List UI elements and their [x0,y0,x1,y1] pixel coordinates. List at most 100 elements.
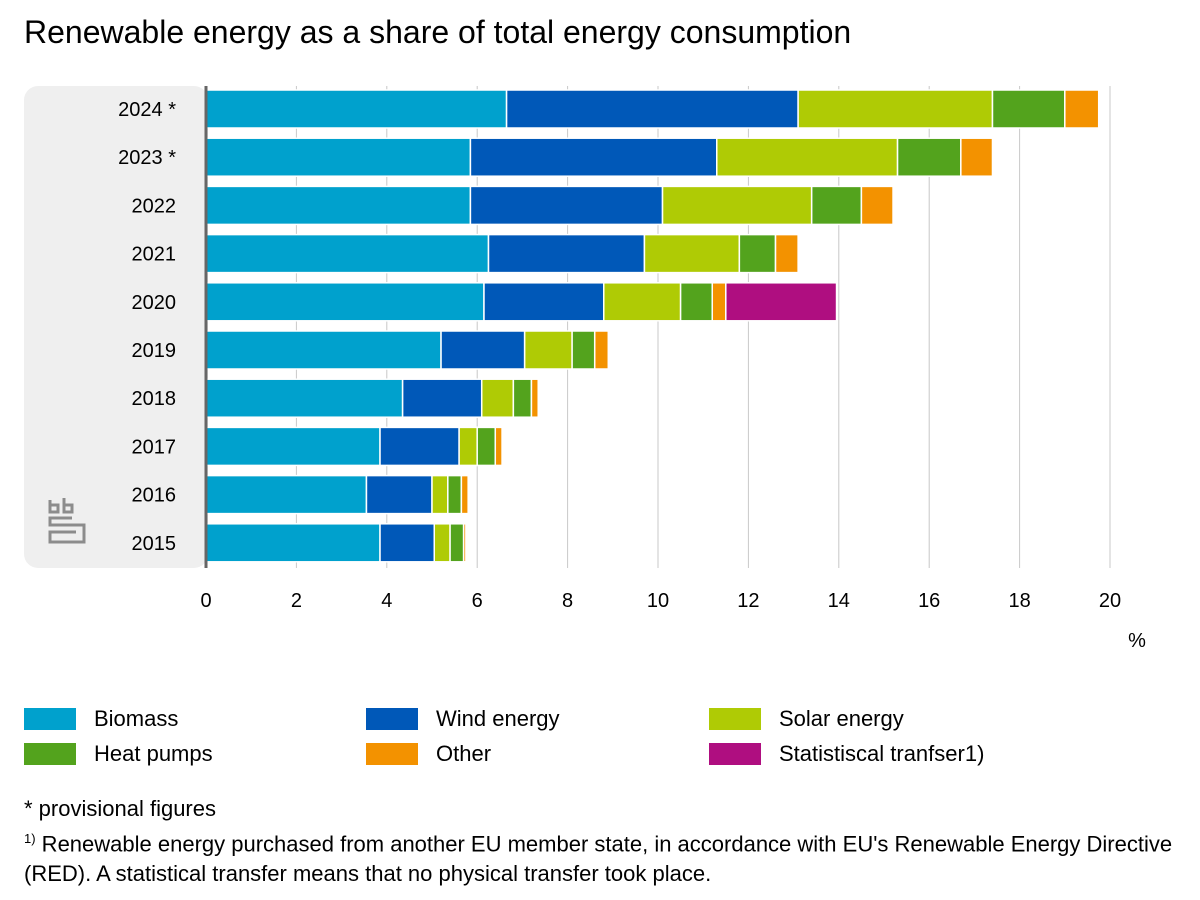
legend-label-wind-energy: Wind energy [436,706,560,731]
x-axis-title: % [1128,630,1146,652]
bar-segment [365,474,433,515]
legend-label-solar-energy: Solar energy [779,706,904,731]
legend-swatch-biomass [24,708,76,730]
x-tick-label: 18 [1008,590,1030,612]
bar-segment [571,330,596,370]
bar-segment [205,523,381,563]
y-category-label: 2015 [132,533,177,555]
y-category-label: 2023 * [118,147,176,169]
legend-swatch-heat-pumps [24,743,76,765]
x-tick-label: 8 [562,590,573,612]
bar-segment [205,330,442,370]
bar-segment [774,233,799,274]
x-tick-label: 4 [381,590,392,612]
bar-segment [603,282,682,322]
legend-item-wind-energy: Wind energy [366,706,560,732]
legend-swatch-wind-energy [366,708,418,730]
y-category-label: 2018 [132,388,177,410]
chart-area: 2024 *2023 *2022202120202019201820172016… [24,86,1146,652]
bar-segment [449,523,465,563]
statistical-transfer-note: 1) Renewable energy purchased from anoth… [24,824,1184,889]
legend-label-statistical-transfer: Statistiscal tranfser1) [779,741,985,766]
y-category-label: 2021 [132,244,177,266]
x-tick-label: 12 [737,590,759,612]
category-panel [24,86,208,568]
provisional-note: * provisional figures [24,796,216,821]
footnotes: * provisional figures 1) Renewable energ… [24,794,1184,889]
bar-segment [469,137,718,177]
legend-item-heat-pumps: Heat pumps [24,741,213,767]
x-tick-label: 14 [828,590,850,612]
legend-swatch-solar-energy [709,708,761,730]
bar-segment [896,137,962,177]
bar-segment [738,233,777,274]
y-category-label: 2024 * [118,99,176,121]
legend-item-statistical-transfer: Statistiscal tranfser1) [709,741,984,767]
footnote-marker: 1) [24,831,36,846]
legend-label-heat-pumps: Heat pumps [94,741,213,766]
bar-segment [447,474,463,515]
bar-segment [960,137,994,177]
bar-segment [711,282,727,322]
bar-segment [460,474,469,515]
y-category-label: 2017 [132,436,177,458]
y-category-label: 2020 [132,292,177,314]
footnote-text: Renewable energy purchased from another … [24,831,1173,887]
x-tick-label: 10 [647,590,669,612]
bar-segment [440,330,526,370]
bar-segment [401,378,483,418]
bar-segment [480,378,515,418]
bar-segment [523,330,573,370]
bar-segment [810,185,863,226]
x-tick-label: 0 [200,590,211,612]
bar-segment [433,523,451,563]
bar-segment [476,426,497,467]
bar-segment [494,426,503,467]
bar-segment [679,282,713,322]
x-tick-label: 2 [291,590,302,612]
legend-item-biomass: Biomass [24,706,178,732]
bar-segment [379,426,460,467]
bar-segment [1064,89,1100,129]
x-tick-label: 6 [472,590,483,612]
x-tick-label: 20 [1099,590,1121,612]
legend-item-other: Other [366,741,491,767]
legend-label-other: Other [436,741,492,766]
bar-segment [205,378,404,418]
bar-segment [530,378,539,418]
bar-segment [431,474,449,515]
bar-segment [379,523,436,563]
bar-segment [725,282,838,322]
bar-segment [483,282,605,322]
bar-segment [205,137,472,177]
bar-segment [991,89,1066,129]
chart-title: Renewable energy as a share of total ene… [24,14,852,50]
bar-segment [205,282,485,322]
bar-segment [860,185,894,226]
bar-segment [469,185,664,226]
bar-segment [205,474,368,515]
bar-segment [205,89,508,129]
bar-segment [205,233,490,274]
legend-swatch-statistical-transfer [709,743,761,765]
cbs-logo [48,498,86,544]
legend-item-solar-energy: Solar energy [709,706,904,732]
bar-segment [487,233,646,274]
bar-segment [643,233,741,274]
bar-segment [512,378,533,418]
y-category-label: 2016 [132,485,177,507]
bar-segment [716,137,899,177]
legend-label-biomass: Biomass [94,706,179,731]
bar-segment [797,89,994,129]
bar-segment [458,426,478,467]
bar-segment [593,330,610,370]
bar-segment [205,426,381,467]
x-tick-label: 16 [918,590,940,612]
bar-segment [205,185,472,226]
bar-segment [462,523,467,563]
legend-swatch-other [366,743,418,765]
bar-segment [661,185,813,226]
bar-segment [505,89,799,129]
y-category-label: 2022 [132,195,177,217]
y-category-label: 2019 [132,340,177,362]
